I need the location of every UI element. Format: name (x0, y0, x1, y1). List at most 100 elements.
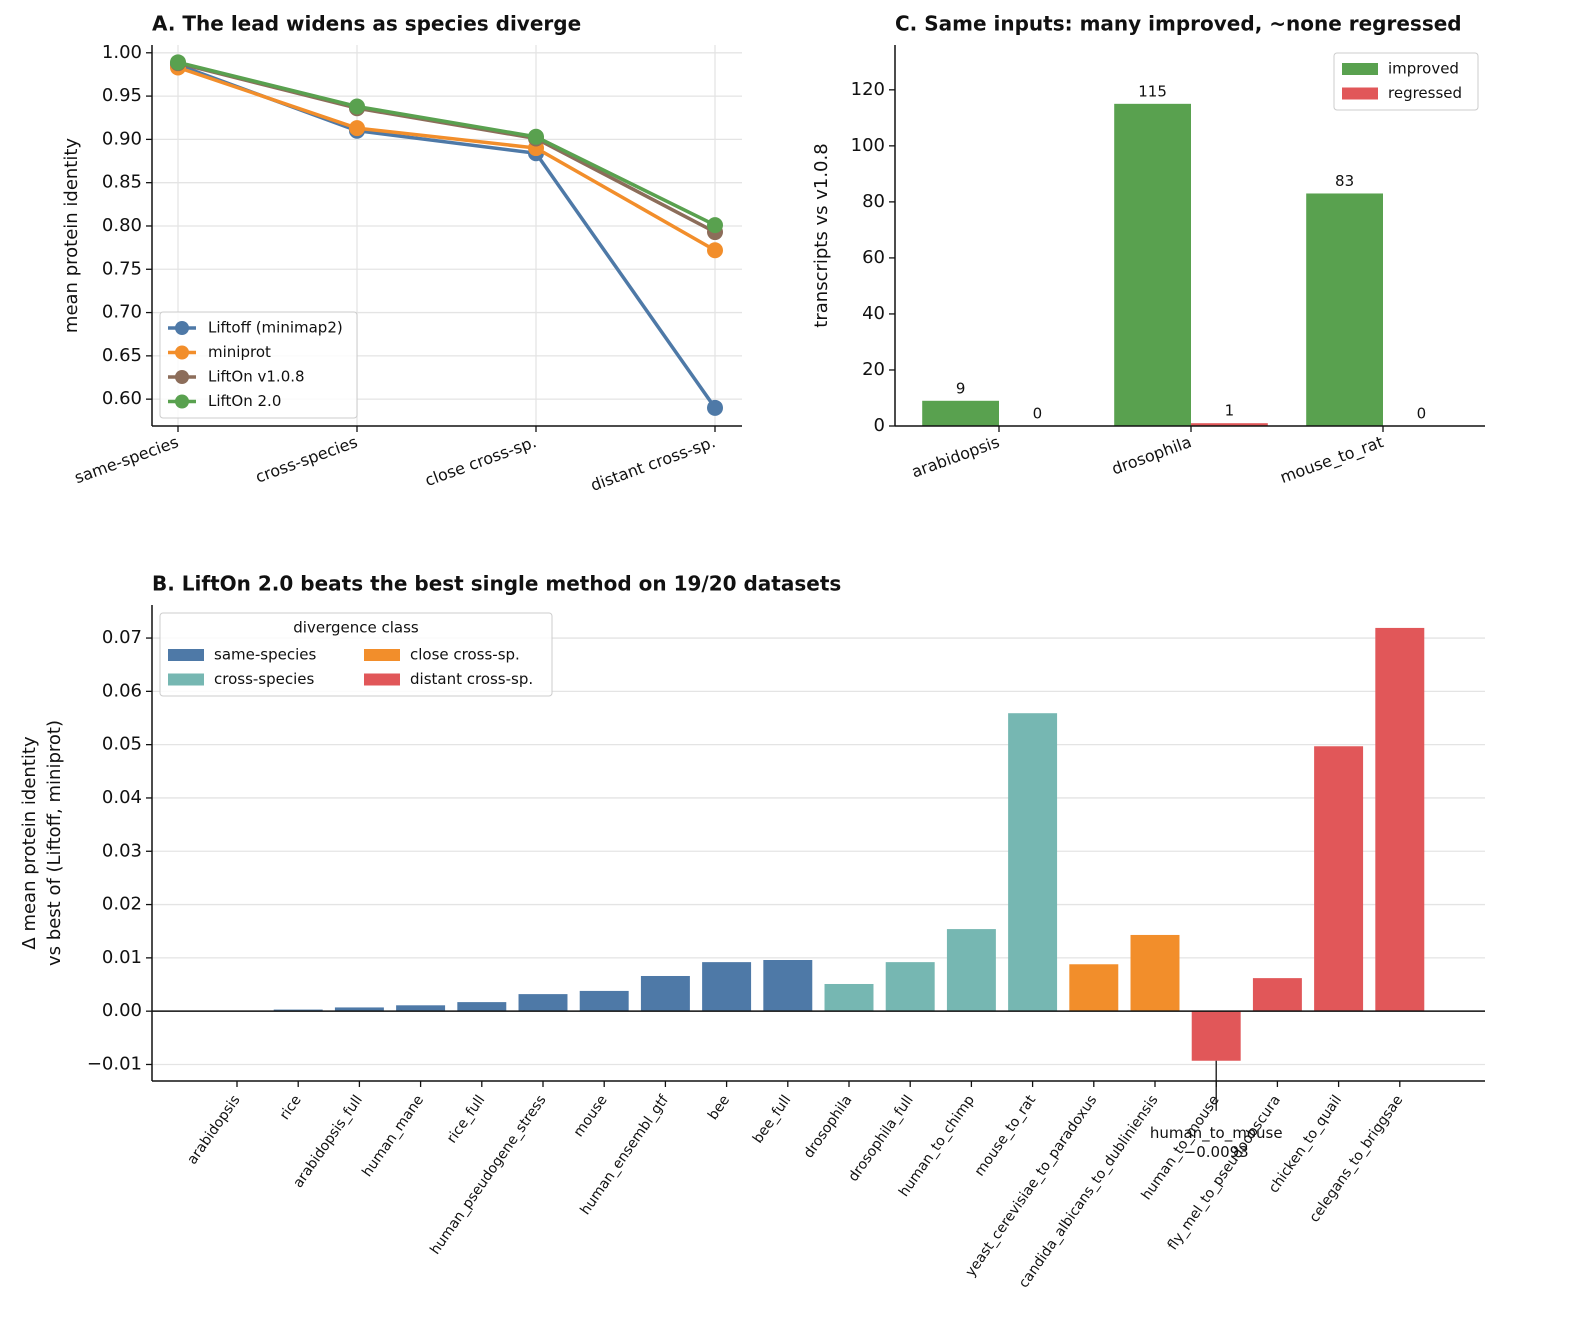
bar-label: 1 (1225, 402, 1235, 420)
y-tick-label: 0.05 (102, 734, 142, 755)
x-tick-label: mouse_to_rat (1278, 432, 1387, 488)
x-tick-label: drosophila (1109, 432, 1194, 478)
x-tick-label: bee (705, 1092, 733, 1123)
bar (885, 962, 935, 1012)
bar (273, 1009, 323, 1012)
x-tick-label: same-species (72, 432, 181, 487)
legend-marker (175, 370, 189, 384)
series-line (177, 61, 716, 234)
bar (1114, 103, 1191, 427)
legend-swatch (168, 649, 204, 661)
series-line (177, 60, 716, 227)
bar (1191, 423, 1268, 426)
y-tick-label: 0.90 (102, 128, 142, 149)
y-tick-label: 0 (874, 415, 885, 436)
bar (1314, 746, 1364, 1012)
legend-label: Liftoff (minimap2) (208, 319, 343, 337)
point (349, 120, 365, 137)
legend-marker (175, 321, 189, 335)
x-tick-label: drosophila (801, 1092, 856, 1161)
x-tick-label: arabidopsis (909, 432, 1002, 481)
legend-label: same-species (214, 646, 316, 664)
bar (763, 960, 813, 1012)
legend-swatch (1342, 87, 1378, 100)
legend-label: LiftOn v1.0.8 (208, 368, 305, 386)
legend-swatch (168, 673, 204, 686)
legend-label: regressed (1388, 84, 1462, 102)
annotation-text: −0.0093 (1184, 1143, 1249, 1161)
x-tick-label: arabidopsis (184, 1092, 243, 1167)
x-tick-label: human_mane (359, 1092, 427, 1179)
legend-swatch (364, 673, 400, 686)
bar (702, 962, 752, 1012)
x-tick-label: close cross-sp. (422, 432, 539, 490)
series-line (177, 65, 716, 252)
x-tick-label: rice (277, 1092, 305, 1122)
bar (824, 983, 874, 1012)
bar-label: 83 (1335, 172, 1354, 190)
y-tick-label: 0.80 (102, 215, 142, 236)
y-tick-label: 0.01 (102, 947, 142, 968)
y-tick-label: 0.65 (102, 345, 142, 366)
y-tick-label: 100 (851, 135, 885, 156)
y-axis-label: vs best of (Liftoff, miniprot) (44, 720, 65, 966)
y-tick-label: 120 (851, 79, 885, 100)
y-tick-label: 0.04 (102, 787, 142, 808)
y-tick-label: 0.07 (102, 627, 142, 648)
bar (1069, 964, 1119, 1012)
y-axis-label: transcripts vs v1.0.8 (811, 143, 832, 327)
bar (1008, 713, 1058, 1012)
chart-title: A. The lead widens as species diverge (152, 12, 581, 36)
y-tick-label: 60 (862, 247, 885, 268)
legend-label: cross-species (214, 670, 315, 688)
bar (518, 994, 568, 1012)
bar (1191, 1011, 1241, 1061)
point (170, 54, 186, 71)
legend-swatch (1342, 63, 1378, 75)
x-tick-label: drosophila_full (845, 1092, 916, 1184)
y-tick-label: 0.70 (102, 302, 142, 323)
y-tick-label: 0.95 (102, 85, 142, 106)
legend-marker (175, 345, 189, 360)
bar (334, 1007, 384, 1012)
point (707, 399, 723, 416)
annotation-text: human_to_mouse (1150, 1124, 1283, 1143)
legend-label: distant cross-sp. (410, 670, 533, 688)
bar (922, 400, 999, 426)
x-tick-label: fly_mel_to_pseudoobscura (1165, 1092, 1284, 1253)
bar (1252, 978, 1302, 1012)
y-tick-label: 0.00 (102, 1000, 142, 1021)
x-tick-label: bee_full (750, 1092, 794, 1146)
y-tick-label: 0.02 (102, 894, 142, 915)
y-tick-label: 0.75 (102, 258, 142, 279)
bar (946, 929, 996, 1012)
point (707, 217, 723, 234)
point (707, 242, 723, 259)
point (528, 128, 544, 145)
y-tick-label: 0.03 (102, 840, 142, 861)
bar (1130, 934, 1180, 1012)
legend-label: improved (1388, 60, 1459, 78)
y-tick-label: 0.06 (102, 680, 142, 701)
x-tick-label: mouse (571, 1092, 611, 1140)
y-tick-label: 1.00 (102, 42, 142, 63)
y-axis-label: Δ mean protein identity (19, 736, 40, 950)
x-tick-label: yeast_cerevisiae_to_paradoxus (962, 1092, 1100, 1279)
x-tick-label: rice_full (444, 1092, 488, 1146)
legend-swatch (364, 649, 400, 661)
x-tick-label: human_pseudogene_stress (427, 1092, 549, 1257)
y-tick-label: 0.60 (102, 388, 142, 409)
x-tick-label: distant cross-sp. (588, 432, 718, 495)
legend-label: close cross-sp. (410, 646, 520, 664)
y-tick-label: −0.01 (87, 1053, 142, 1074)
point (349, 98, 365, 115)
y-tick-label: 0.85 (102, 172, 142, 193)
y-tick-label: 40 (862, 303, 885, 324)
x-tick-label: mouse_to_rat (972, 1092, 1040, 1179)
bar-label: 0 (1033, 405, 1043, 423)
bar (1306, 193, 1383, 426)
x-tick-label: cross-species (253, 432, 360, 486)
legend-label: miniprot (208, 343, 271, 361)
bar (396, 1005, 446, 1012)
